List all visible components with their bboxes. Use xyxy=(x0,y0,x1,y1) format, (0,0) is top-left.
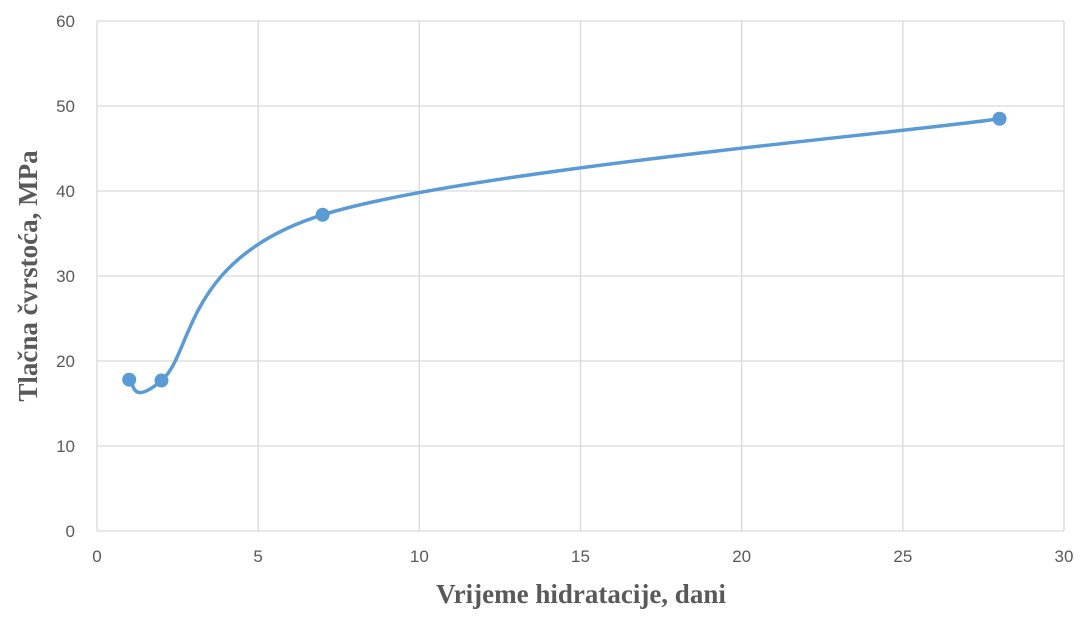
data-point-1 xyxy=(154,373,169,388)
y-tick-label-0: 0 xyxy=(66,522,75,541)
x-tick-label-25: 25 xyxy=(893,547,912,566)
x-tick-label-15: 15 xyxy=(571,547,590,566)
y-tick-label-60: 60 xyxy=(56,12,75,31)
x-tick-label-5: 5 xyxy=(253,547,262,566)
y-tick-labels: 0 10 20 30 40 50 60 xyxy=(56,12,75,541)
gridlines xyxy=(96,20,1065,532)
x-tick-labels: 0 5 10 15 20 25 30 xyxy=(92,547,1073,566)
x-axis-title: Vrijeme hidratacije, dani xyxy=(436,579,726,609)
y-tick-label-20: 20 xyxy=(56,352,75,371)
y-axis-title: Tlačna čvrstoća, MPa xyxy=(13,150,43,402)
series-line xyxy=(128,117,1000,395)
x-tick-label-20: 20 xyxy=(732,547,751,566)
x-tick-label-30: 30 xyxy=(1055,547,1074,566)
data-point-3 xyxy=(992,111,1007,126)
data-point-0 xyxy=(122,372,137,387)
x-tick-label-10: 10 xyxy=(410,547,429,566)
data-points xyxy=(122,111,1007,388)
x-tick-label-0: 0 xyxy=(92,547,101,566)
y-tick-label-50: 50 xyxy=(56,97,75,116)
data-point-2 xyxy=(315,207,330,222)
y-tick-label-40: 40 xyxy=(56,182,75,201)
y-tick-label-10: 10 xyxy=(56,437,75,456)
y-tick-label-30: 30 xyxy=(56,267,75,286)
